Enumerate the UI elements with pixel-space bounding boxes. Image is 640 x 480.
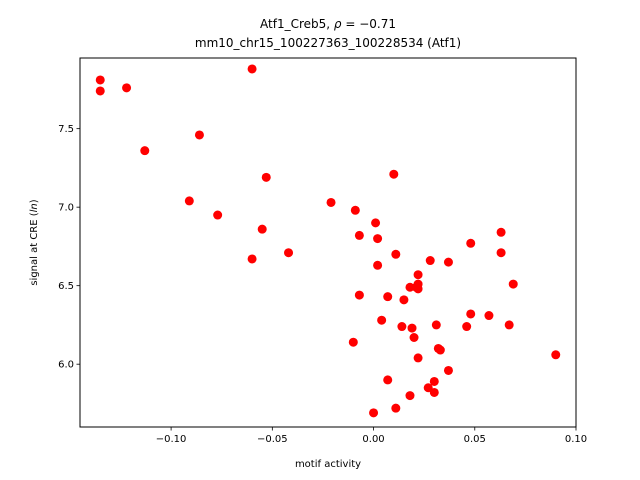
data-point-10 [261,172,271,182]
data-point-18 [371,218,381,228]
data-point-36 [413,279,423,289]
data-point-53 [504,320,514,330]
data-point-40 [429,376,439,386]
data-point-13 [348,337,358,347]
x-tick-label: 0.05 [464,434,486,445]
data-point-1 [95,86,105,96]
data-point-7 [247,64,257,74]
data-point-46 [443,365,453,375]
data-point-51 [496,227,506,237]
data-point-26 [391,403,401,413]
data-point-30 [405,391,415,401]
data-point-34 [413,270,423,280]
data-point-22 [383,292,393,302]
data-point-6 [213,210,223,220]
x-tick-label: −0.10 [156,434,187,445]
chart-title-line2: mm10_chr15_100227363_100228534 (Atf1) [195,36,461,50]
x-tick-label: −0.05 [257,434,288,445]
data-point-39 [425,256,435,266]
data-point-19 [373,234,383,244]
data-point-31 [407,323,417,333]
data-point-28 [399,295,409,305]
data-point-5 [194,130,204,140]
data-point-21 [377,315,387,325]
data-point-4 [184,196,194,206]
data-point-50 [484,311,494,321]
y-tick-label: 6.5 [58,281,74,292]
axes-frame [79,57,577,428]
data-point-8 [247,254,257,264]
data-point-48 [466,238,476,248]
x-axis: −0.10 −0.05 0.00 0.05 0.10 [156,427,587,445]
data-point-23 [383,375,393,385]
data-point-49 [466,309,476,319]
data-point-45 [443,257,453,267]
data-point-32 [409,332,419,342]
x-tick-label: 0.00 [362,434,384,445]
data-point-55 [551,350,561,360]
data-point-44 [435,345,445,355]
data-point-20 [373,260,383,270]
plot-area [95,64,561,418]
data-point-38 [423,383,433,393]
rho-symbol: ρ [334,17,342,31]
data-point-47 [462,322,472,332]
data-point-27 [397,322,407,332]
data-point-0 [95,75,105,85]
chart-title-line1: Atf1_Creb5, ρ = −0.71 [260,17,396,31]
y-axis-label: signal at CRE (ln) [29,199,40,285]
data-point-16 [354,290,364,300]
y-tick-label: 7.5 [58,124,74,135]
data-point-24 [389,169,399,179]
data-point-9 [257,224,267,234]
data-point-14 [350,205,360,215]
data-point-17 [369,408,379,418]
data-point-25 [391,249,401,259]
x-axis-label: motif activity [295,459,361,470]
y-axis: 6.0 6.5 7.0 7.5 [58,124,80,371]
data-point-3 [140,146,150,156]
data-point-12 [326,197,336,207]
y-tick-label: 7.0 [58,203,74,214]
y-tick-label: 6.0 [58,360,74,371]
data-point-54 [508,279,518,289]
data-point-37 [413,353,423,363]
data-point-11 [284,248,294,258]
data-point-42 [431,320,441,330]
x-tick-label: 0.10 [565,434,587,445]
data-point-2 [122,83,132,93]
data-point-52 [496,248,506,258]
data-point-41 [429,387,439,397]
data-point-15 [354,230,364,240]
